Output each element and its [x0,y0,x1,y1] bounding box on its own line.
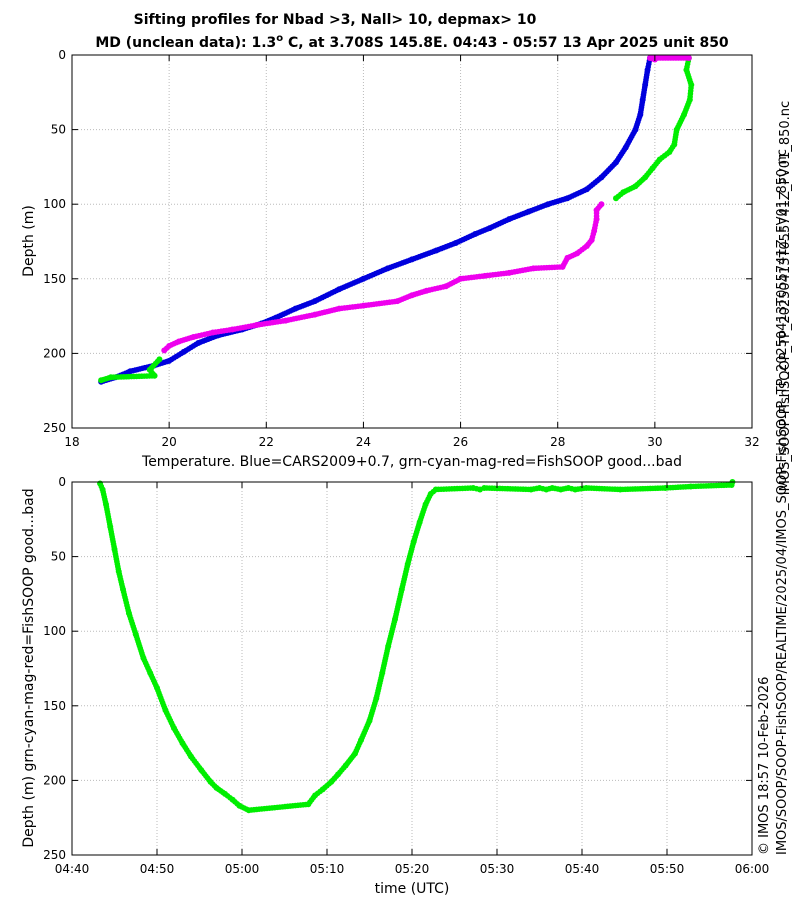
x-tick-label: 30 [647,435,662,449]
x-tick-label: 28 [550,435,565,449]
x-tick-label: 22 [259,435,274,449]
x-tick-label: 05:40 [565,862,600,876]
file-name-label: IMOS_SOOP-FishSOOP_TP_20250413T055741Z_F… [778,101,793,495]
top-grid [72,55,752,428]
title-text-part: MD (unclean data): 1.3 [95,35,276,51]
x-tick-label: 24 [356,435,371,449]
data-point [161,347,168,354]
y-tick-label: 0 [58,475,66,489]
path-label: IMOS/SOOP/SOOP-FishSOOP/REALTIME/2025/04… [775,149,790,855]
y-tick-label: 100 [43,197,66,211]
time-depth-plot: 04:40 04:50 05:00 05:10 05:20 05:30 05:40 05:50… [21,475,769,897]
bottom-x-axis-label: time (UTC) [375,881,450,897]
bottom-y-axis-label: Depth (m) grn-cyan-mag-red=FishSOOP good… [21,488,37,847]
title-degree-mark: o [276,33,283,44]
top-plot-area [72,55,752,428]
y-tick-label: 200 [43,773,66,787]
bottom-tick-labels: 04:40 04:50 05:00 05:10 05:20 05:30 05:40 05:50… [43,475,769,876]
x-tick-label: 04:40 [55,862,90,876]
y-tick-label: 250 [43,421,66,435]
y-tick-label: 150 [43,272,66,286]
x-tick-label: 05:20 [395,862,430,876]
x-tick-label: 05:30 [480,862,515,876]
y-tick-label: 200 [43,346,66,360]
top-y-axis-label: Depth (m) [21,205,37,277]
x-tick-label: 04:50 [140,862,175,876]
chart-title-line2: MD (unclean data): 1.3o C, at 3.708S 145… [95,33,729,51]
copyright-label: © IMOS 18:57 10-Feb-2026 [757,677,772,855]
top-plot-frame [71,54,753,429]
x-tick-label: 20 [162,435,177,449]
top-tick-labels: 18 20 22 24 26 28 30 32 0 50 100 150 200 250 [43,48,760,449]
x-tick-label: 06:00 [735,862,770,876]
bottom-data-points [97,479,736,814]
temperature-depth-plot: 18 20 22 24 26 28 30 32 0 50 100 150 200 250 Temperat… [21,48,760,470]
x-tick-label: 05:50 [650,862,685,876]
top-data-points [98,54,695,385]
x-tick-label: 18 [64,435,79,449]
chart-title-line1: Sifting profiles for Nbad >3, Nall> 10, … [134,12,537,28]
x-tick-label: 05:00 [225,862,260,876]
data-point [98,377,105,384]
y-tick-label: 50 [51,123,66,137]
x-tick-label: 26 [453,435,468,449]
title-text-rest: C, at 3.708S 145.8E. 04:43 - 05:57 13 Ap… [283,35,729,51]
data-point [613,195,619,202]
y-tick-label: 150 [43,699,66,713]
top-x-axis-label: Temperature. Blue=CARS2009+0.7, grn-cyan… [141,454,682,470]
x-tick-label: 32 [744,435,759,449]
x-tick-label: 05:10 [310,862,345,876]
y-tick-label: 0 [58,48,66,62]
y-tick-label: 100 [43,624,66,638]
y-tick-label: 50 [51,550,66,564]
y-tick-label: 250 [43,848,66,862]
